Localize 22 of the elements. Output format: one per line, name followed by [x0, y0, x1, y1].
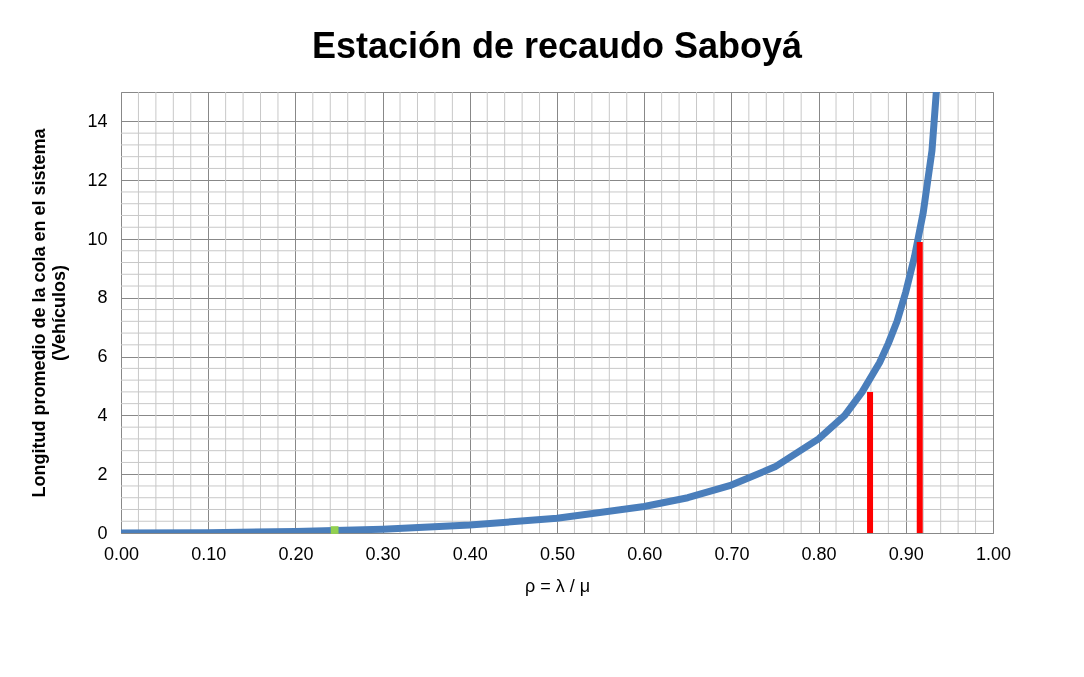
chart-title: Estación de recaudo Saboyá: [311, 24, 804, 66]
x-tick-label: 0.10: [191, 543, 227, 564]
y-tick-label: 6: [97, 346, 108, 367]
x-tick-label: 0.50: [539, 543, 576, 564]
x-tick-label: 0.90: [888, 543, 924, 564]
x-tick-label: 0.80: [801, 543, 837, 564]
y-tick-label: 0: [97, 522, 108, 543]
y-tick-label: 10: [87, 228, 108, 249]
y-tick-label: 4: [97, 404, 108, 425]
y-tick-label: 12: [87, 169, 108, 190]
x-tick-label: 0.20: [278, 543, 314, 564]
x-tick-label: 0.60: [627, 543, 663, 564]
x-tick-label: 0.00: [103, 543, 140, 564]
x-tick-label: 0.30: [365, 543, 401, 564]
y-tick-label: 8: [97, 287, 108, 308]
x-tick-label: 0.40: [452, 543, 488, 564]
y-tick-label: 14: [87, 110, 108, 131]
y-tick-label: 2: [97, 463, 108, 484]
y-axis-title: Longitud promedio de la cola en el sistema (Vehículos): [29, 127, 70, 498]
x-tick-label: 0.70: [714, 543, 750, 564]
x-axis-title: ρ = λ / μ: [524, 575, 591, 596]
x-tick-label: 1.00: [975, 543, 1012, 564]
